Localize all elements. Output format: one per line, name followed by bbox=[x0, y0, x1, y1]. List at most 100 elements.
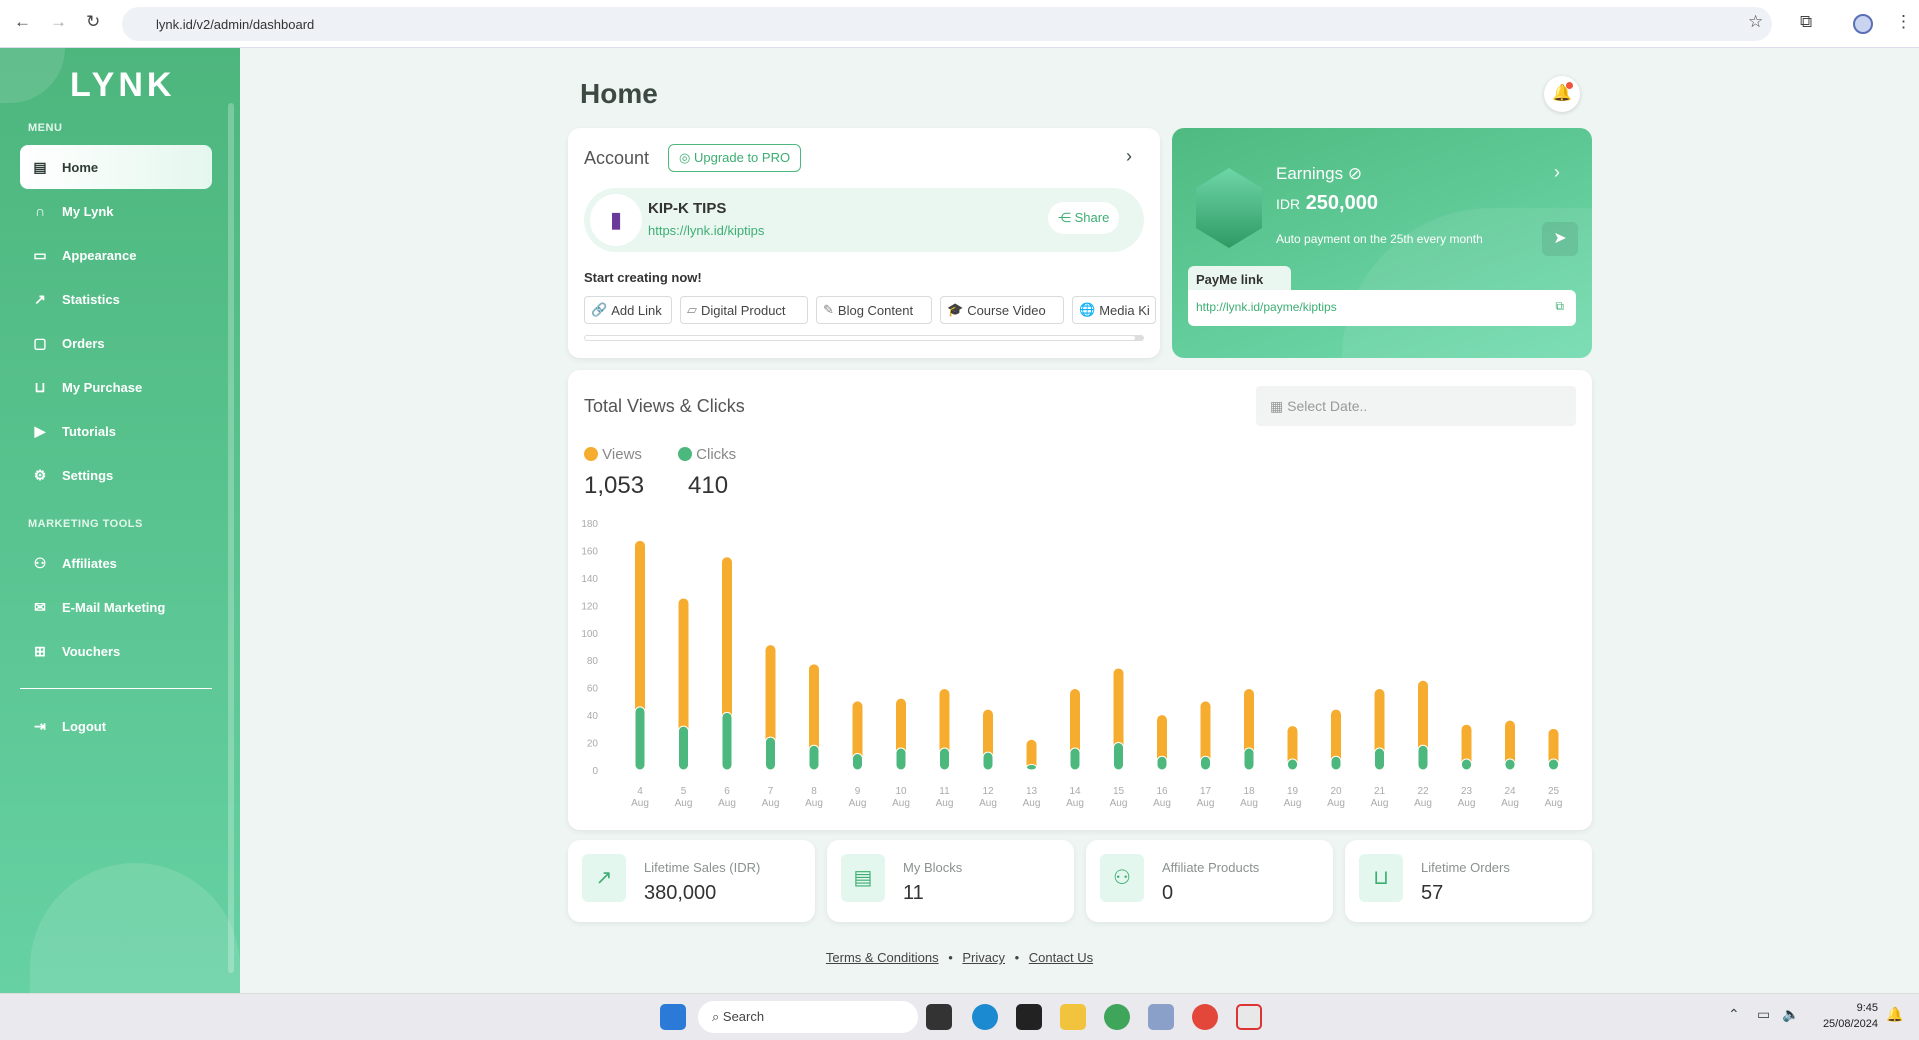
eye-off-icon[interactable]: ⊘ bbox=[1347, 164, 1363, 183]
sidebar-item-my-lynk[interactable]: ∩ My Lynk bbox=[20, 189, 212, 233]
sidebar-item-settings[interactable]: ⚙ Settings bbox=[20, 453, 212, 497]
views-bar[interactable] bbox=[1461, 724, 1472, 770]
file-explorer-icon[interactable] bbox=[1060, 1004, 1086, 1030]
views-bar[interactable] bbox=[1026, 739, 1037, 770]
bookmark-star-icon[interactable]: ☆ bbox=[1748, 12, 1764, 31]
clicks-bar[interactable] bbox=[852, 753, 863, 771]
sidebar-item-affiliates[interactable]: ⚇ Affiliates bbox=[20, 541, 212, 585]
clicks-bar[interactable] bbox=[1374, 747, 1385, 771]
y-tick-label: 20 bbox=[587, 739, 599, 750]
taskbar-search[interactable]: ⌕ Search bbox=[698, 1001, 918, 1033]
views-bar[interactable] bbox=[852, 701, 863, 770]
bag-icon: ⊔ bbox=[34, 378, 46, 395]
sidebar-item-vouchers[interactable]: ⊞ Vouchers bbox=[20, 629, 212, 673]
menu-icon[interactable]: ⋮ bbox=[1895, 12, 1912, 31]
lynk-logo[interactable]: LYNK bbox=[70, 66, 176, 104]
sidebar-item-home[interactable]: ▤ Home bbox=[20, 145, 212, 189]
sidebar-item-label: Tutorials bbox=[62, 423, 116, 439]
back-icon[interactable]: ← bbox=[14, 12, 31, 31]
share-button[interactable]: ⋲ Share bbox=[1048, 202, 1120, 234]
sidebar-scrollbar[interactable] bbox=[228, 103, 234, 973]
account-chevron-icon[interactable]: › bbox=[1126, 146, 1132, 166]
earnings-chevron-icon[interactable]: › bbox=[1554, 162, 1560, 182]
clicks-bar[interactable] bbox=[895, 747, 907, 771]
stat-card[interactable]: ↗ Lifetime Sales (IDR) 380,000 bbox=[568, 840, 815, 922]
stat-card[interactable]: ⚇ Affiliate Products 0 bbox=[1086, 840, 1333, 922]
sidebar-item-appearance[interactable]: ▭ Appearance bbox=[20, 233, 212, 277]
clicks-bar[interactable] bbox=[1287, 758, 1298, 771]
clicks-bar[interactable] bbox=[1113, 742, 1124, 771]
calendar-icon: ▦ bbox=[1270, 398, 1284, 414]
date-picker[interactable]: ▦ Select Date.. bbox=[1256, 386, 1576, 426]
forward-icon[interactable]: → bbox=[50, 12, 67, 31]
profile-avatar[interactable] bbox=[1853, 14, 1873, 34]
clicks-bar[interactable] bbox=[1548, 758, 1559, 771]
clicks-bar[interactable] bbox=[1200, 755, 1211, 771]
clicks-bar[interactable] bbox=[808, 744, 820, 771]
network-icon[interactable]: ▭ bbox=[1757, 1006, 1771, 1022]
clicks-bar[interactable] bbox=[1243, 747, 1255, 771]
profile-link[interactable]: https://lynk.id/kiptips bbox=[648, 223, 765, 238]
views-bar[interactable] bbox=[1505, 720, 1515, 770]
chrome-icon[interactable] bbox=[1192, 1004, 1218, 1030]
edge-icon[interactable] bbox=[972, 1004, 998, 1030]
sidebar-item-my-purchase[interactable]: ⊔ My Purchase bbox=[20, 365, 212, 409]
sidebar-item-label: Orders bbox=[62, 335, 105, 351]
app-icon[interactable] bbox=[1016, 1004, 1042, 1030]
action-media-ki[interactable]: 🌐 Media Ki bbox=[1072, 296, 1156, 324]
views-bar[interactable] bbox=[809, 664, 819, 770]
contact-link[interactable]: Contact Us bbox=[1028, 950, 1094, 965]
clicks-bar[interactable] bbox=[1156, 755, 1168, 771]
volume-icon[interactable]: 🔈 bbox=[1782, 1006, 1800, 1022]
windows-start-icon[interactable] bbox=[660, 1004, 686, 1030]
clicks-bar[interactable] bbox=[721, 711, 733, 771]
privacy-link[interactable]: Privacy bbox=[962, 950, 1006, 965]
sidebar-item-tutorials[interactable]: ▶ Tutorials bbox=[20, 409, 212, 453]
logout-button[interactable]: ⇥ Logout bbox=[20, 704, 212, 748]
clicks-bar[interactable] bbox=[1504, 758, 1516, 771]
app-icon[interactable] bbox=[1148, 1004, 1174, 1030]
clicks-bar[interactable] bbox=[634, 706, 646, 771]
sidebar-item-e-mail-marketing[interactable]: ✉ E-Mail Marketing bbox=[20, 585, 212, 629]
copy-icon[interactable]: ⧉ bbox=[1555, 299, 1564, 313]
payme-link-field[interactable]: http://lynk.id/payme/kiptips ⧉ bbox=[1188, 290, 1576, 326]
action-digital-product[interactable]: ▱ Digital Product bbox=[680, 296, 808, 324]
clicks-bar[interactable] bbox=[939, 747, 950, 771]
clicks-bar[interactable] bbox=[765, 736, 776, 771]
clicks-bar[interactable] bbox=[678, 725, 689, 771]
tray-chevron-icon[interactable]: ⌃ bbox=[1728, 1006, 1740, 1022]
notification-bell-icon[interactable]: 🔔 bbox=[1544, 76, 1580, 112]
clicks-bar[interactable] bbox=[1069, 747, 1081, 771]
stat-card[interactable]: ▤ My Blocks 11 bbox=[827, 840, 1074, 922]
send-icon[interactable]: ➤ bbox=[1542, 222, 1578, 256]
action-blog-content[interactable]: ✎ Blog Content bbox=[816, 296, 932, 324]
upgrade-pro-button[interactable]: ◎ Upgrade to PRO bbox=[668, 144, 802, 172]
clicks-bar[interactable] bbox=[1461, 758, 1472, 771]
stat-card[interactable]: ⊔ Lifetime Orders 57 bbox=[1345, 840, 1592, 922]
clock[interactable]: 9:45 25/08/2024 bbox=[1810, 1000, 1878, 1032]
views-bar[interactable] bbox=[1331, 709, 1341, 770]
address-bar[interactable]: lynk.id/v2/admin/dashboard bbox=[122, 7, 1772, 41]
action-course-video[interactable]: 🎓 Course Video bbox=[940, 296, 1064, 324]
legend-clicks[interactable]: Clicks bbox=[678, 446, 736, 463]
app-icon[interactable] bbox=[1236, 1004, 1262, 1030]
views-bar[interactable] bbox=[1287, 726, 1298, 770]
extensions-icon[interactable]: ⧉ bbox=[1800, 12, 1813, 31]
reload-icon[interactable]: ↻ bbox=[86, 12, 101, 31]
clicks-bar[interactable] bbox=[1026, 764, 1037, 771]
sidebar-item-statistics[interactable]: ↗ Statistics bbox=[20, 277, 212, 321]
sidebar-item-orders[interactable]: ▢ Orders bbox=[20, 321, 212, 365]
notification-icon[interactable]: 🔔 bbox=[1886, 1006, 1904, 1022]
clicks-bar[interactable] bbox=[1330, 755, 1342, 771]
views-bar[interactable] bbox=[1157, 715, 1167, 770]
chrome-icon[interactable] bbox=[1104, 1004, 1130, 1030]
views-bar[interactable] bbox=[1200, 701, 1211, 770]
legend-views[interactable]: Views bbox=[584, 446, 642, 463]
task-view-icon[interactable] bbox=[926, 1004, 952, 1030]
actions-scrollbar[interactable] bbox=[584, 335, 1144, 341]
clicks-bar[interactable] bbox=[982, 751, 994, 771]
action-add-link[interactable]: 🔗 Add Link bbox=[584, 296, 672, 324]
clicks-bar[interactable] bbox=[1417, 744, 1429, 771]
sidebar-item-label: My Lynk bbox=[62, 203, 114, 219]
terms-link[interactable]: Terms & Conditions bbox=[825, 950, 939, 965]
